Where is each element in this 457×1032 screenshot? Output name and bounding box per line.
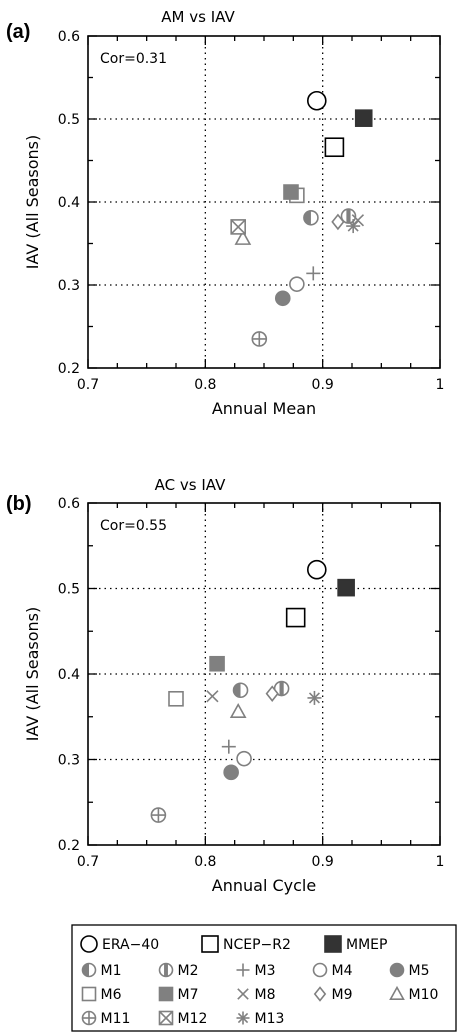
legend-label: M9	[332, 987, 353, 1003]
y-axis-label: IAV (All Seasons)	[23, 135, 42, 269]
chart-title: AC vs IAV	[155, 476, 226, 494]
data-point-era-40	[306, 90, 327, 111]
y-tick-label: 0.3	[58, 278, 80, 294]
legend: ERA−40 NCEP−R2 MMEP M1 M2 M3 M4 M5 M6 M7 M8 M9 M10 M1…	[71, 924, 457, 1032]
y-axis-label: IAV (All Seasons)	[23, 607, 42, 741]
y-tick-label: 0.5	[58, 582, 80, 598]
ticks	[87, 502, 441, 846]
x-tick-label: 1	[436, 377, 445, 393]
y-tick-label: 0.6	[58, 29, 80, 45]
data-point-m1	[232, 682, 249, 699]
legend-label: M3	[255, 963, 276, 979]
y-tick-label: 0.2	[58, 361, 80, 377]
data-point-ncep-r2	[285, 607, 306, 628]
legend-marker-m3	[236, 963, 250, 977]
x-tick-label: 0.8	[194, 854, 216, 870]
x-tick-label: 0.8	[194, 377, 216, 393]
legend-marker-m8	[237, 988, 249, 1000]
legend-label: M12	[178, 1011, 208, 1027]
legend-label: M2	[178, 963, 199, 979]
legend-marker-m7	[158, 986, 174, 1002]
grid-lines	[88, 36, 440, 368]
y-tick-label: 0.6	[58, 496, 80, 512]
legend-marker-m4	[312, 962, 328, 978]
legend-label: M10	[409, 987, 439, 1003]
data-point-m5	[274, 290, 291, 307]
x-tick-label: 0.9	[312, 377, 334, 393]
legend-marker-m9	[313, 986, 327, 1002]
ticks	[87, 35, 441, 369]
legend-label: M1	[101, 963, 122, 979]
data-point-m4	[289, 276, 305, 292]
y-tick-label: 0.4	[58, 667, 80, 683]
x-tick-label: 0.7	[77, 377, 99, 393]
legend-marker-ncep-r2	[201, 935, 219, 953]
data-point-m13	[346, 219, 361, 234]
data-point-era-40	[306, 559, 327, 580]
legend-label: ERA−40	[102, 937, 159, 953]
data-points	[230, 90, 373, 347]
data-point-m3	[221, 739, 236, 754]
legend-marker-m12	[158, 1010, 174, 1026]
panel-label: (a)	[6, 21, 30, 43]
legend-label: MMEP	[346, 937, 387, 953]
legend-marker-mmep	[324, 935, 342, 953]
data-point-m3	[306, 266, 321, 281]
chart-title: AM vs IAV	[161, 8, 235, 26]
legend-marker-m10	[389, 985, 405, 1001]
legend-marker-m13	[236, 1011, 250, 1025]
data-point-m7	[283, 184, 299, 200]
data-point-m4	[236, 750, 252, 767]
data-point-m8	[206, 690, 219, 703]
data-point-mmep	[354, 109, 373, 127]
legend-marker-m6	[81, 986, 97, 1002]
data-point-m13	[307, 690, 322, 705]
correlation-annotation: Cor=0.31	[100, 51, 167, 67]
data-point-m7	[209, 655, 225, 672]
y-tick-label: 0.3	[58, 753, 80, 769]
x-axis-label: Annual Mean	[212, 399, 316, 418]
data-point-m10	[234, 229, 252, 245]
x-tick-label: 0.7	[77, 854, 99, 870]
x-axis-label: Annual Cycle	[212, 876, 316, 895]
legend-marker-m2	[158, 962, 174, 978]
x-tick-label: 0.9	[312, 854, 334, 870]
legend-label: M11	[101, 1011, 131, 1027]
legend-label: NCEP−R2	[223, 937, 291, 953]
data-point-m2	[340, 208, 357, 224]
chart-panel-a: (a) AM vs IAV 0.7 0.8 0.9 1 0.2 0.3 0.4 0.5 0.6 Ann…	[6, 8, 444, 418]
y-tick-label: 0.5	[58, 112, 80, 128]
data-points	[150, 559, 355, 823]
legend-label: M4	[332, 963, 353, 979]
data-point-m10	[229, 702, 247, 719]
legend-label: M5	[409, 963, 430, 979]
data-point-m1	[303, 209, 319, 226]
legend-marker-m11	[81, 1010, 97, 1026]
legend-frame	[71, 924, 457, 1032]
legend-marker-m1	[81, 962, 97, 978]
x-tick-label: 1	[436, 854, 445, 870]
data-point-m5	[223, 764, 239, 781]
y-tick-label: 0.4	[58, 195, 80, 211]
data-point-m6	[168, 690, 184, 707]
data-point-m11	[150, 807, 167, 823]
data-point-m9	[331, 213, 345, 231]
legend-label: M6	[101, 987, 122, 1003]
legend-label: M13	[255, 1011, 285, 1027]
correlation-annotation: Cor=0.55	[100, 518, 167, 534]
legend-marker-era-40	[80, 935, 98, 953]
legend-marker-m5	[389, 962, 405, 978]
grid-lines	[88, 503, 440, 845]
data-point-m11	[251, 331, 268, 347]
data-point-m9	[265, 685, 279, 702]
data-point-m12	[230, 219, 246, 235]
chart-panel-b: (b) AC vs IAV 0.7 0.8 0.9 1 0.2 0.3 0.4 0.5 0.6 Ann…	[6, 476, 444, 895]
legend-label: M7	[178, 987, 199, 1003]
data-point-ncep-r2	[324, 137, 345, 158]
legend-label: M8	[255, 987, 276, 1003]
data-point-mmep	[337, 578, 355, 597]
panel-label: (b)	[6, 493, 32, 515]
y-tick-label: 0.2	[58, 838, 80, 854]
